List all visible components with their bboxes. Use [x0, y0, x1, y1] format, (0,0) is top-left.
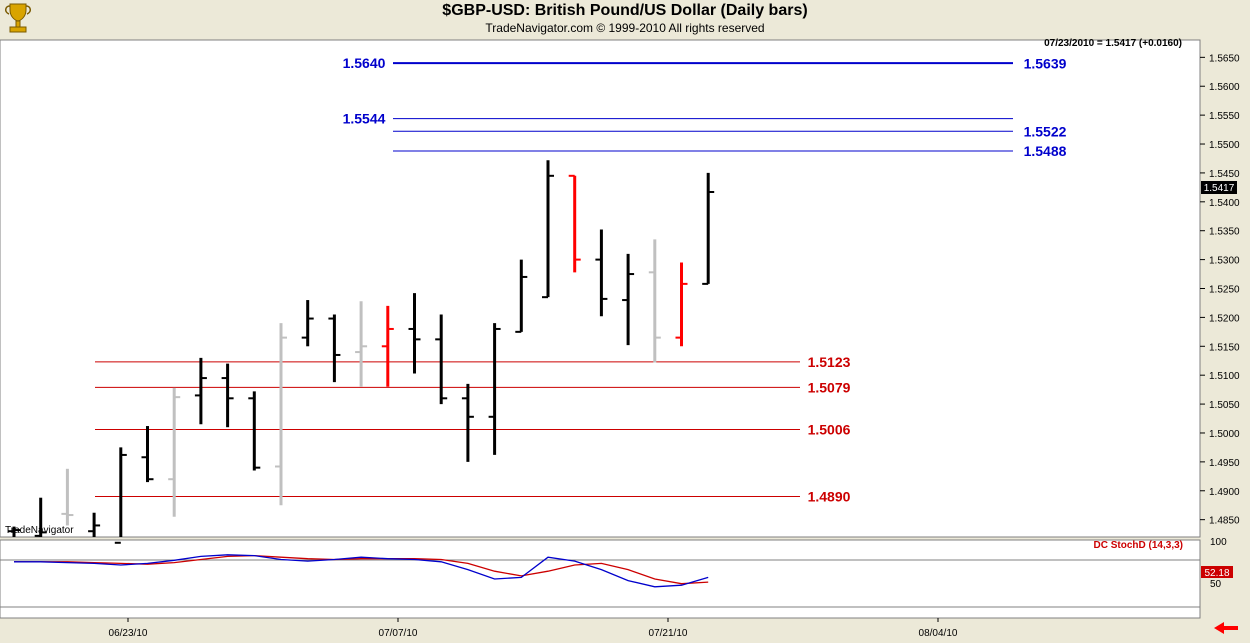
y-tick-label: 1.5550 [1209, 111, 1240, 122]
x-tick-label: 07/07/10 [379, 628, 418, 639]
ohlc-bar [301, 300, 314, 347]
y-tick-label: 1.5100 [1209, 371, 1240, 382]
y-tick-label: 1.5150 [1209, 342, 1240, 353]
level-label: 1.5123 [808, 354, 851, 370]
indicator-value-label: 52.18 [1204, 568, 1229, 579]
y-axis: 1.4850 1.4900 1.4950 1.5000 1.5050 1.5100 1.51… [1200, 53, 1240, 527]
level-label: 1.5522 [1024, 123, 1067, 139]
level-label: 1.5006 [808, 422, 851, 438]
y-tick-label: 1.5600 [1209, 82, 1240, 93]
ohlc-bar [381, 305, 394, 387]
level-label: 1.4890 [808, 489, 851, 505]
ohlc-bar [595, 229, 608, 317]
y-tick-label: 1.5350 [1209, 227, 1240, 238]
trophy-logo-icon [5, 3, 31, 33]
x-tick-label: 08/04/10 [919, 628, 958, 639]
stoch-k-line [14, 554, 709, 588]
ohlc-bar [328, 314, 341, 383]
ohlc-bar [194, 357, 207, 425]
ohlc-bar [248, 391, 261, 471]
x-axis: 06/23/10 07/07/10 07/21/10 08/04/10 [109, 618, 958, 639]
ohlc-bar [622, 253, 635, 346]
chart-header: $GBP-USD: British Pound/US Dollar (Daily… [0, 0, 1250, 40]
y-tick-label: 1.5400 [1209, 198, 1240, 209]
watermark: TradeNavigator [5, 525, 74, 536]
level-label: 1.5544 [343, 111, 386, 127]
ohlc-bar [542, 160, 554, 299]
scroll-left-arrow-icon[interactable] [1214, 622, 1238, 634]
ohlc-bar [221, 363, 234, 428]
indicator-value-box [1201, 566, 1233, 578]
y-tick-label: 1.5450 [1209, 169, 1240, 180]
y-tick-label: 1.5200 [1209, 313, 1240, 324]
ohlc-bar [435, 314, 448, 405]
ohlc-bar [702, 172, 715, 285]
ohlc-bar [34, 497, 47, 537]
y-tick-label: 1.5650 [1209, 53, 1240, 64]
ohlc-bar [355, 301, 368, 387]
ohlc-bar [88, 512, 101, 537]
ohlc-bar [488, 323, 501, 455]
indicator-label: DC StochD (14,3,3) [1094, 540, 1183, 551]
level-label: 1.5079 [808, 379, 851, 395]
y-tick-label: 1.5500 [1209, 140, 1240, 151]
chart-subtitle: TradeNavigator.com © 1999-2010 All right… [485, 21, 765, 35]
bars-layer [8, 160, 715, 544]
stochastic-layer [14, 554, 709, 588]
ohlc-bar [515, 259, 528, 333]
ohlc-bar [61, 468, 74, 526]
y-tick-label: 1.4950 [1209, 458, 1240, 469]
ohlc-bar [141, 426, 154, 483]
y-tick-label: 1.5050 [1209, 400, 1240, 411]
y-tick-label: 1.4900 [1209, 487, 1240, 498]
stoch-d-line [14, 554, 709, 585]
x-tick-label: 06/23/10 [109, 628, 148, 639]
last-price-label: 1.5417 [1204, 183, 1235, 194]
ohlc-bar [8, 526, 20, 537]
indicator-panel [0, 539, 1201, 619]
ohlc-bar [568, 174, 581, 273]
levels-layer: 1.5640 1.5639 1.5544 1.5522 1.5488 1.5123 1.50… [95, 55, 1067, 505]
ohlc-bar [168, 387, 181, 517]
indicator-tick-50: 50 [1210, 579, 1222, 590]
y-tick-label: 1.5000 [1209, 429, 1240, 440]
ohlc-bar [114, 447, 127, 544]
ohlc-bar [461, 383, 474, 462]
indicator-tick-100: 100 [1210, 537, 1227, 548]
level-label: 1.5639 [1024, 56, 1067, 72]
x-tick-label: 07/21/10 [649, 628, 688, 639]
ohlc-bar [408, 293, 421, 374]
ohlc-bar [275, 323, 287, 506]
level-label: 1.5488 [1024, 143, 1067, 159]
level-label: 1.5640 [343, 55, 386, 71]
chart-title: $GBP-USD: British Pound/US Dollar (Daily… [442, 2, 808, 19]
ohlc-bar [675, 262, 688, 347]
y-tick-label: 1.5250 [1209, 285, 1240, 296]
ohlc-bar [648, 239, 661, 363]
y-tick-label: 1.5300 [1209, 256, 1240, 267]
y-tick-label: 1.4850 [1209, 516, 1240, 527]
last-price-box [1201, 181, 1237, 194]
price-readout: 07/23/2010 = 1.5417 (+0.0160) [1044, 38, 1182, 49]
